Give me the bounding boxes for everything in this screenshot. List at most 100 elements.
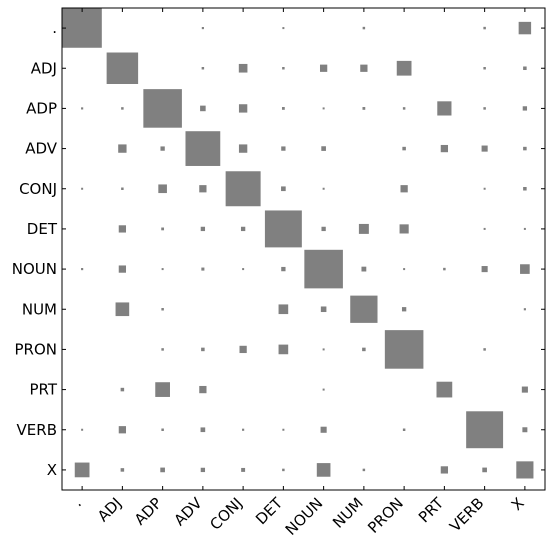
matrix-cell-2-0 <box>81 107 84 110</box>
y-tick-label-1: ADJ <box>31 59 57 77</box>
x-tick-label-7: NUM <box>329 494 367 532</box>
matrix-cell-7-8 <box>401 307 407 312</box>
matrix-cell-3-6 <box>321 146 326 151</box>
matrix-cell-8-4 <box>239 345 247 354</box>
matrix-cell-4-0 <box>81 187 84 190</box>
matrix-cell-3-8 <box>402 146 406 151</box>
plot-frame <box>61 7 546 491</box>
matrix-cell-4-6 <box>322 187 325 190</box>
x-tick-label-8: PRON <box>364 494 407 537</box>
matrix-cell-8-8 <box>384 330 424 369</box>
matrix-cell-11-10 <box>482 467 487 473</box>
matrix-cell-8-5 <box>278 344 289 355</box>
matrix-cell-1-7 <box>360 64 368 72</box>
y-tick-labels: . ADJ ADP ADV CONJ DET NOUN NUM PRON PRT VERB X <box>12 19 58 479</box>
y-tick-label-6: NOUN <box>12 260 57 278</box>
matrix-cell-9-3 <box>199 385 207 394</box>
matrix-cell-10-8 <box>402 428 406 431</box>
matrix-cell-4-10 <box>483 187 486 190</box>
matrix-cell-11-9 <box>440 466 449 474</box>
matrix-cell-2-3 <box>200 105 206 112</box>
matrix-cell-3-1 <box>118 144 127 153</box>
matrix-cell-10-2 <box>161 428 164 431</box>
x-tick-label-1: ADJ <box>94 494 125 525</box>
matrix-cell-4-8 <box>400 185 408 193</box>
matrix-cell-11-0 <box>74 462 90 478</box>
matrix-cell-5-4 <box>240 226 246 232</box>
matrix-cell-1-8 <box>396 60 412 76</box>
matrix-cell-2-9 <box>437 101 452 116</box>
matrix-cell-1-4 <box>238 63 248 73</box>
matrix-cell-6-4 <box>242 268 245 271</box>
matrix-cell-11-4 <box>241 467 246 472</box>
matrix-cell-1-10 <box>483 67 486 70</box>
matrix-cell-3-2 <box>160 146 165 151</box>
matrix-cell-0-11 <box>518 21 532 35</box>
matrix-cell-7-1 <box>115 302 130 317</box>
matrix-cell-1-11 <box>523 66 527 71</box>
matrix-cell-5-11 <box>523 227 526 230</box>
matrix-cell-5-3 <box>200 226 206 232</box>
y-tick-label-9: PRT <box>29 381 57 399</box>
matrix-cell-1-3 <box>201 67 205 70</box>
matrix-cell-8-3 <box>201 347 205 352</box>
matrix-cell-3-10 <box>481 145 488 152</box>
y-tick-label-4: CONJ <box>19 180 57 198</box>
matrix-cell-2-8 <box>402 107 406 110</box>
x-tick-label-5: DET <box>252 494 287 529</box>
matrix-cell-8-2 <box>161 348 164 351</box>
matrix-cell-7-5 <box>278 304 289 315</box>
y-tick-label-3: ADV <box>25 140 58 158</box>
matrix-cell-6-2 <box>161 268 164 271</box>
y-tick-label-2: ADP <box>26 99 57 117</box>
matrix-cell-6-5 <box>281 266 286 272</box>
matrix-cell-10-10 <box>466 411 504 449</box>
x-tick-label-10: VERB <box>446 494 487 535</box>
matrix-cell-11-5 <box>282 468 285 472</box>
matrix-cell-6-3 <box>201 267 205 271</box>
matrix-cell-7-2 <box>161 308 164 311</box>
matrix-cell-10-6 <box>320 426 327 433</box>
matrix-cell-2-2 <box>143 89 182 128</box>
matrix-cell-10-11 <box>522 427 528 433</box>
matrix-cell-4-4 <box>225 171 261 207</box>
matrix-cell-4-3 <box>199 185 207 193</box>
matrix-cell-9-6 <box>322 388 325 391</box>
matrix-cell-11-3 <box>200 467 206 473</box>
y-tick-label-5: DET <box>27 220 58 238</box>
matrix-cell-11-6 <box>316 463 331 477</box>
matrix-cell-5-2 <box>161 227 165 231</box>
x-tick-label-3: ADV <box>170 494 206 530</box>
matrix-cell-0-5 <box>282 27 285 30</box>
matrix-cell-2-4 <box>238 104 248 113</box>
matrix-cell-8-6 <box>322 348 325 351</box>
matrix-cell-4-2 <box>158 184 167 194</box>
matrix-cell-5-7 <box>358 223 369 234</box>
matrix-cell-7-6 <box>320 306 327 313</box>
matrix-cell-7-11 <box>523 308 526 311</box>
x-tick-label-6: NOUN <box>282 494 327 539</box>
matrix-cell-10-3 <box>200 427 206 433</box>
marker-layer <box>62 8 534 479</box>
matrix-cell-6-9 <box>443 267 446 271</box>
matrix-cell-6-11 <box>520 264 530 274</box>
matrix-cell-9-1 <box>120 387 125 392</box>
y-tick-label-7: NUM <box>22 300 57 318</box>
matrix-cell-11-11 <box>516 461 534 479</box>
matrix-cell-10-4 <box>242 428 245 431</box>
tick-layer <box>62 8 545 490</box>
matrix-cell-0-3 <box>201 27 204 30</box>
matrix-cell-8-7 <box>362 347 366 352</box>
matrix-cell-0-10 <box>483 26 486 30</box>
matrix-cell-2-1 <box>121 107 124 110</box>
matrix-cell-3-11 <box>523 146 527 151</box>
x-tick-label-9: PRT <box>415 494 448 527</box>
matrix-cell-2-5 <box>281 107 285 110</box>
matrix-cell-1-1 <box>106 52 139 84</box>
matrix-cell-11-1 <box>120 468 125 472</box>
matrix-cell-9-11 <box>521 386 528 393</box>
x-tick-label-0: . <box>69 494 85 510</box>
matrix-cell-5-10 <box>483 227 486 230</box>
y-tick-label-0: . <box>52 19 57 37</box>
